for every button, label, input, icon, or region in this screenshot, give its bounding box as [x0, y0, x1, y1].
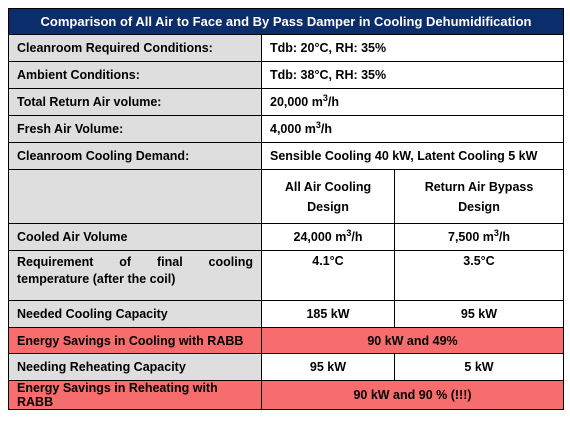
row-label-cooled-air-volume: Cooled Air Volume	[8, 223, 262, 251]
table-row: Fresh Air Volume: 4,000 m3/h	[8, 115, 564, 143]
row-label-savings-cooling: Energy Savings in Cooling with RABB	[8, 327, 262, 354]
table-row: Needed Cooling Capacity 185 kW 95 kW	[8, 300, 564, 328]
table-row-highlight: Energy Savings in Cooling with RABB 90 k…	[8, 327, 564, 354]
table-row: Requirement of final cooling temperature …	[8, 250, 564, 301]
cooled-air-all-air: 24,000 m3/h	[261, 223, 395, 251]
table-row: Ambient Conditions: Tdb: 38°C, RH: 35%	[8, 61, 564, 89]
value-exponent: 3	[322, 92, 328, 103]
savings-reheating-value: 90 kW and 90 % (!!!)	[261, 380, 564, 410]
table-row: Cooled Air Volume 24,000 m3/h 7,500 m3/h	[8, 223, 564, 251]
value-exponent: 3	[346, 227, 352, 238]
row-value-cleanroom-conditions: Tdb: 20°C, RH: 35%	[261, 34, 564, 62]
row-label-reheating-capacity: Needing Reheating Capacity	[8, 353, 262, 381]
cooled-air-bypass: 7,500 m3/h	[394, 223, 564, 251]
column-header-all-air: All Air Cooling Design	[261, 169, 395, 224]
final-temp-bypass: 3.5°C	[394, 250, 564, 301]
row-label-ambient-conditions: Ambient Conditions:	[8, 61, 262, 89]
row-value-fresh-air-volume: 4,000 m3/h	[261, 115, 564, 143]
row-value-return-air-volume: 20,000 m3/h	[261, 88, 564, 116]
reheating-capacity-bypass: 5 kW	[394, 353, 564, 381]
table-row: Total Return Air volume: 20,000 m3/h	[8, 88, 564, 116]
label-line-2: temperature (after the coil)	[17, 272, 176, 286]
table-title: Comparison of All Air to Face and By Pas…	[8, 8, 564, 35]
comparison-table: Comparison of All Air to Face and By Pas…	[8, 8, 564, 410]
final-temp-all-air: 4.1°C	[261, 250, 395, 301]
value-unit: /h	[327, 95, 339, 109]
value-number: 20,000 m	[270, 95, 323, 109]
row-label-cooling-demand: Cleanroom Cooling Demand:	[8, 142, 262, 170]
column-header-bypass: Return Air Bypass Design	[394, 169, 564, 224]
column-header-empty	[8, 169, 262, 224]
row-value-cooling-demand: Sensible Cooling 40 kW, Latent Cooling 5…	[261, 142, 564, 170]
value-unit: /h	[351, 230, 363, 244]
row-label-fresh-air-volume: Fresh Air Volume:	[8, 115, 262, 143]
table-row-highlight: Energy Savings in Reheating with RABB 90…	[8, 380, 564, 410]
row-value-ambient-conditions: Tdb: 38°C, RH: 35%	[261, 61, 564, 89]
table-row: Cleanroom Cooling Demand: Sensible Cooli…	[8, 142, 564, 170]
cooling-capacity-bypass: 95 kW	[394, 300, 564, 328]
value-exponent: 3	[315, 119, 321, 130]
cooling-capacity-all-air: 185 kW	[261, 300, 395, 328]
reheating-capacity-all-air: 95 kW	[261, 353, 395, 381]
row-label-savings-reheating: Energy Savings in Reheating with RABB	[8, 380, 262, 410]
row-label-cooling-capacity: Needed Cooling Capacity	[8, 300, 262, 328]
value-unit: /h	[320, 122, 332, 136]
row-label-return-air-volume: Total Return Air volume:	[8, 88, 262, 116]
value-number: 4,000 m	[270, 122, 316, 136]
table-row: Needing Reheating Capacity 95 kW 5 kW	[8, 353, 564, 381]
value-number: 24,000 m	[293, 230, 347, 244]
row-label-cleanroom-conditions: Cleanroom Required Conditions:	[8, 34, 262, 62]
savings-cooling-value: 90 kW and 49%	[261, 327, 564, 354]
table-row: Cleanroom Required Conditions: Tdb: 20°C…	[8, 34, 564, 62]
row-label-final-temperature: Requirement of final cooling temperature …	[8, 250, 262, 301]
value-exponent: 3	[493, 227, 499, 238]
value-number: 7,500 m	[448, 230, 494, 244]
value-unit: /h	[498, 230, 510, 244]
label-line-1: Requirement of final cooling	[17, 255, 253, 269]
table-row: All Air Cooling Design Return Air Bypass…	[8, 169, 564, 224]
